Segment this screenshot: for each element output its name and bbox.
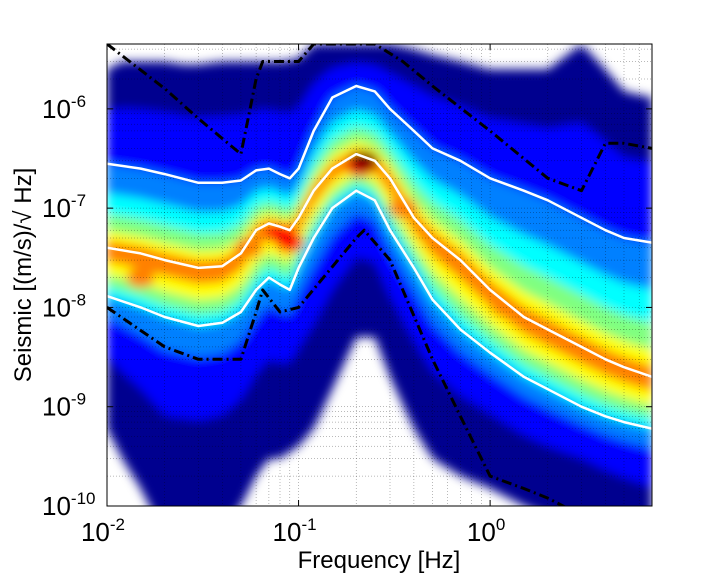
x-tick-label: 10-1 [273, 515, 317, 547]
heatmap-band-5 [107, 140, 652, 406]
x-axis-label: Frequency [Hz] [298, 547, 461, 574]
series-model-low [107, 228, 567, 506]
y-tick-label: 10-10 [42, 489, 96, 521]
x-tick-label: 10-2 [81, 515, 125, 547]
series-lines [107, 44, 652, 506]
y-tick-label: 10-7 [42, 191, 86, 223]
heatmap-bands [107, 44, 652, 506]
series-percentile-90 [107, 84, 652, 244]
y-tick-label: 10-8 [42, 290, 86, 322]
y-axis-label: Seismic [(m/s)/√ Hz] [10, 168, 37, 383]
y-tick-label: 10-9 [42, 390, 86, 422]
heatmap-band-6 [107, 148, 652, 392]
series-percentile-10 [107, 189, 652, 430]
x-tick-label: 100 [467, 515, 505, 547]
plot-frame [106, 43, 653, 507]
y-tick-label: 10-6 [42, 92, 86, 124]
series-model-high [107, 44, 652, 193]
heatmap-hotspot-3 [350, 150, 379, 171]
density-heatmap [107, 44, 652, 506]
axis-ticks: 10-2 10-1 100 10-10 10-9 10-8 10-7 10-6 [42, 44, 652, 547]
grid [107, 44, 652, 506]
plot-area [106, 43, 653, 507]
heatmap-band-4 [107, 127, 652, 419]
heatmap-hotspot-6 [491, 297, 520, 318]
series-percentile-50 [107, 152, 652, 378]
